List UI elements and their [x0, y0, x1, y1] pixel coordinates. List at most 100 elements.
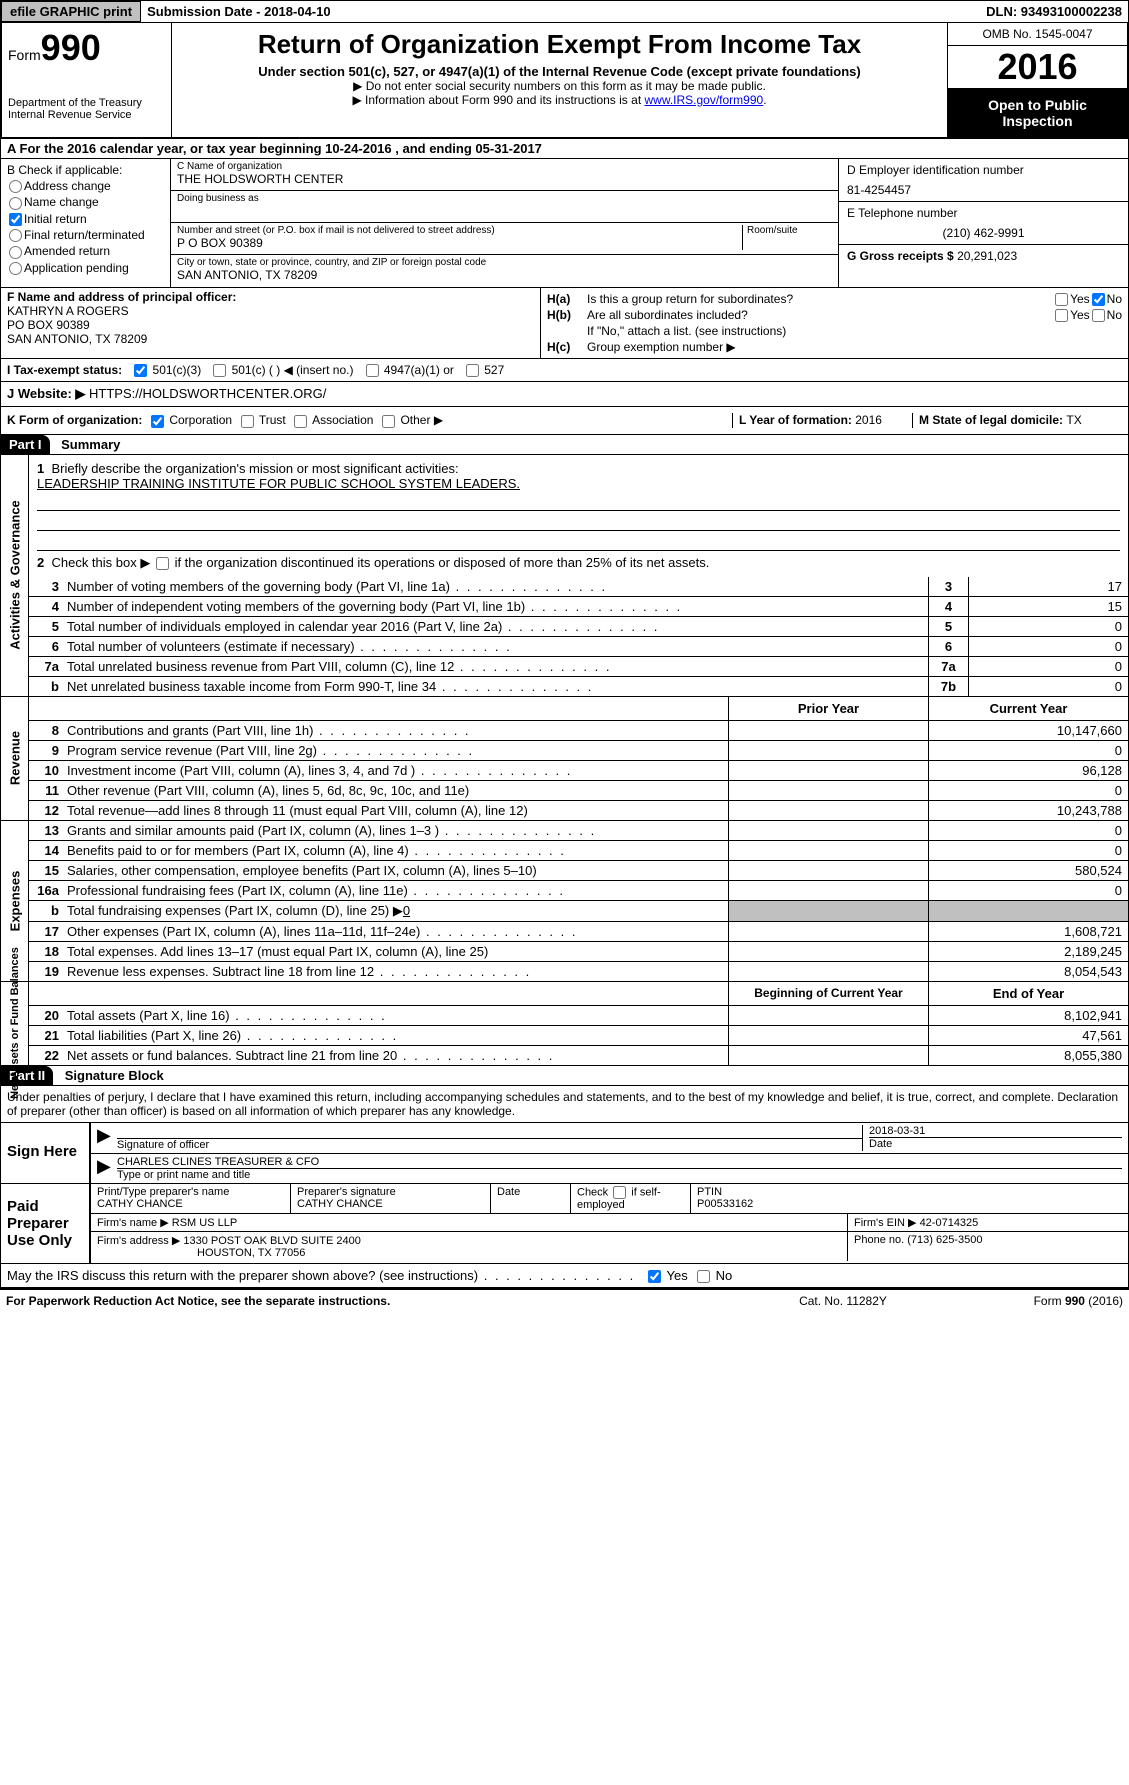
form-title: Return of Organization Exempt From Incom… [182, 29, 937, 60]
hc-text: Group exemption number ▶ [587, 340, 736, 354]
prep-name: CATHY CHANCE [97, 1198, 284, 1210]
prep-name-label: Print/Type preparer's name [97, 1186, 284, 1198]
officer-label: F Name and address of principal officer: [7, 290, 236, 304]
other-check[interactable] [382, 415, 395, 428]
initial-return-label: Initial return [24, 212, 87, 226]
line12-val: 10,243,788 [928, 801, 1128, 820]
discuss-yes-check[interactable] [648, 1270, 661, 1283]
arrow-icon: ▶ [97, 1125, 117, 1151]
line8-desc: Contributions and grants (Part VIII, lin… [63, 721, 728, 740]
officer-addr1: PO BOX 90389 [7, 318, 534, 332]
discuss-no-check[interactable] [697, 1270, 710, 1283]
irs-link[interactable]: www.IRS.gov/form990 [644, 93, 763, 107]
footer: For Paperwork Reduction Act Notice, see … [0, 1288, 1129, 1312]
firm-ein: 42-0714325 [920, 1217, 979, 1229]
print-name-label: Type or print name and title [117, 1169, 1122, 1181]
address-change-radio[interactable] [9, 180, 22, 193]
self-employed-check[interactable] [613, 1186, 626, 1199]
sign-here-block: Sign Here ▶Signature of officer2018-03-3… [0, 1123, 1129, 1184]
ha-no-check[interactable] [1092, 293, 1105, 306]
line15-val: 580,524 [928, 861, 1128, 880]
line8-val: 10,147,660 [928, 721, 1128, 740]
firm-addr1: 1330 POST OAK BLVD SUITE 2400 [183, 1235, 361, 1247]
hb-yes-check[interactable] [1055, 309, 1068, 322]
line4-desc: Number of independent voting members of … [63, 597, 928, 616]
address-change-label: Address change [24, 179, 111, 193]
efile-button[interactable]: efile GRAPHIC print [1, 1, 141, 22]
dba-label: Doing business as [177, 193, 832, 204]
row-a: A For the 2016 calendar year, or tax yea… [0, 139, 1129, 159]
ha-no: No [1107, 292, 1122, 306]
sign-here-label: Sign Here [1, 1123, 91, 1183]
other-label: Other ▶ [400, 413, 443, 427]
ha-yes-check[interactable] [1055, 293, 1068, 306]
current-year-hdr: Current Year [928, 697, 1128, 720]
form-label: Form [8, 47, 41, 63]
hb-no: No [1107, 308, 1122, 322]
amended-return-label: Amended return [24, 244, 110, 258]
501c3-label: 501(c)(3) [153, 363, 202, 377]
tel-label: E Telephone number [847, 206, 1120, 220]
discuss-row: May the IRS discuss this return with the… [0, 1264, 1129, 1288]
corp-label: Corporation [169, 413, 232, 427]
501c-check[interactable] [213, 364, 226, 377]
firm-addr-label: Firm's address ▶ [97, 1235, 180, 1247]
line18-val: 2,189,245 [928, 942, 1128, 961]
amended-return-radio[interactable] [9, 246, 22, 259]
begin-year-hdr: Beginning of Current Year [728, 982, 928, 1005]
website-url: HTTPS://HOLDSWORTHCENTER.ORG/ [89, 386, 326, 402]
part1-header: Part I Summary [0, 435, 1129, 455]
line16a-val: 0 [928, 881, 1128, 900]
firm-phone-label: Phone no. [854, 1234, 907, 1246]
501c3-check[interactable] [134, 364, 147, 377]
501c-label: 501(c) ( ) ◀ (insert no.) [232, 363, 354, 377]
line13-desc: Grants and similar amounts paid (Part IX… [63, 821, 728, 840]
name-change-radio[interactable] [9, 197, 22, 210]
netassets-label: Net Assets or Fund Balances [9, 947, 21, 1099]
4947-label: 4947(a)(1) or [384, 363, 454, 377]
ptin: P00533162 [697, 1198, 1122, 1210]
line12-desc: Total revenue—add lines 8 through 11 (mu… [63, 801, 728, 820]
hb-no-check[interactable] [1092, 309, 1105, 322]
corp-check[interactable] [151, 415, 164, 428]
note-2-pre: ▶ Information about Form 990 and its ins… [352, 93, 644, 107]
ptin-label: PTIN [697, 1186, 1122, 1198]
line3-val: 17 [968, 577, 1128, 596]
street: P O BOX 90389 [177, 236, 742, 250]
open-inspection: Open to Public Inspection [948, 89, 1127, 137]
col-h: H(a)Is this a group return for subordina… [541, 288, 1128, 358]
omb-number: OMB No. 1545-0047 [948, 23, 1127, 46]
line16b-desc: Total fundraising expenses (Part IX, col… [63, 901, 728, 921]
trust-check[interactable] [241, 415, 254, 428]
line11-desc: Other revenue (Part VIII, column (A), li… [63, 781, 728, 800]
footer-mid: Cat. No. 11282Y [743, 1294, 943, 1308]
paid-preparer-block: Paid Preparer Use Only Print/Type prepar… [0, 1184, 1129, 1264]
footer-right: Form 990 (2016) [943, 1294, 1123, 1308]
telephone: (210) 462-9991 [847, 226, 1120, 240]
hb-yes: Yes [1070, 308, 1090, 322]
line19-desc: Revenue less expenses. Subtract line 18 … [63, 962, 728, 981]
dln: DLN: 93493100002238 [980, 2, 1128, 21]
app-pending-radio[interactable] [9, 262, 22, 275]
topbar: efile GRAPHIC print Submission Date - 20… [0, 0, 1129, 23]
prep-sig: CATHY CHANCE [297, 1198, 484, 1210]
section-fh: F Name and address of principal officer:… [0, 288, 1129, 359]
date-label: Date [869, 1138, 1122, 1150]
line5-desc: Total number of individuals employed in … [63, 617, 928, 636]
col-b: B Check if applicable: Address change Na… [1, 159, 171, 287]
527-check[interactable] [466, 364, 479, 377]
final-return-radio[interactable] [9, 229, 22, 242]
initial-return-check[interactable] [9, 213, 22, 226]
mission-text: LEADERSHIP TRAINING INSTITUTE FOR PUBLIC… [37, 476, 520, 491]
line13-val: 0 [928, 821, 1128, 840]
line2-check[interactable] [156, 557, 169, 570]
line2-text: Check this box ▶ if the organization dis… [51, 555, 709, 570]
penalty-text: Under penalties of perjury, I declare th… [0, 1086, 1129, 1123]
col-c: C Name of organizationTHE HOLDSWORTH CEN… [171, 159, 838, 287]
4947-check[interactable] [366, 364, 379, 377]
assoc-check[interactable] [294, 415, 307, 428]
hb-text: Are all subordinates included? [587, 308, 1053, 322]
officer-print-name: CHARLES CLINES TREASURER & CFO [117, 1156, 1122, 1169]
mission-block: 1 Briefly describe the organization's mi… [29, 455, 1128, 577]
year-formation: 2016 [855, 413, 882, 427]
